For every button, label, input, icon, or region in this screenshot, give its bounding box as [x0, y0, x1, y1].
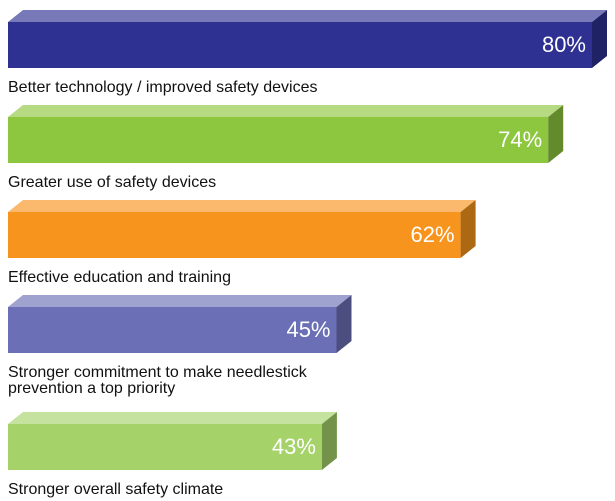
bar-top: [8, 412, 337, 424]
bar-top: [8, 295, 352, 307]
bar-side: [548, 105, 564, 163]
bar-top: [8, 200, 476, 212]
bar-top: [8, 105, 564, 117]
bar: [8, 22, 592, 68]
value-label: 45%: [286, 317, 330, 342]
value-label: 62%: [411, 222, 455, 247]
bar: [8, 212, 461, 258]
bar-side: [336, 295, 352, 353]
value-label: 43%: [272, 434, 316, 459]
category-label: Greater use of safety devices: [8, 174, 217, 191]
bar-side: [321, 412, 337, 470]
bar-side: [460, 200, 476, 258]
category-label: Better technology / improved safety devi…: [8, 79, 318, 96]
category-label: Effective education and training: [8, 269, 231, 286]
value-label: 74%: [498, 127, 542, 152]
bar: [8, 307, 337, 353]
bar-top: [8, 10, 607, 22]
category-label: Stronger commitment to make needlestick …: [8, 364, 307, 397]
bar-side: [592, 10, 607, 68]
bar: [8, 424, 322, 470]
bar: [8, 117, 549, 163]
category-label: Stronger overall safety climate: [8, 481, 224, 498]
value-label: 80%: [542, 32, 586, 57]
